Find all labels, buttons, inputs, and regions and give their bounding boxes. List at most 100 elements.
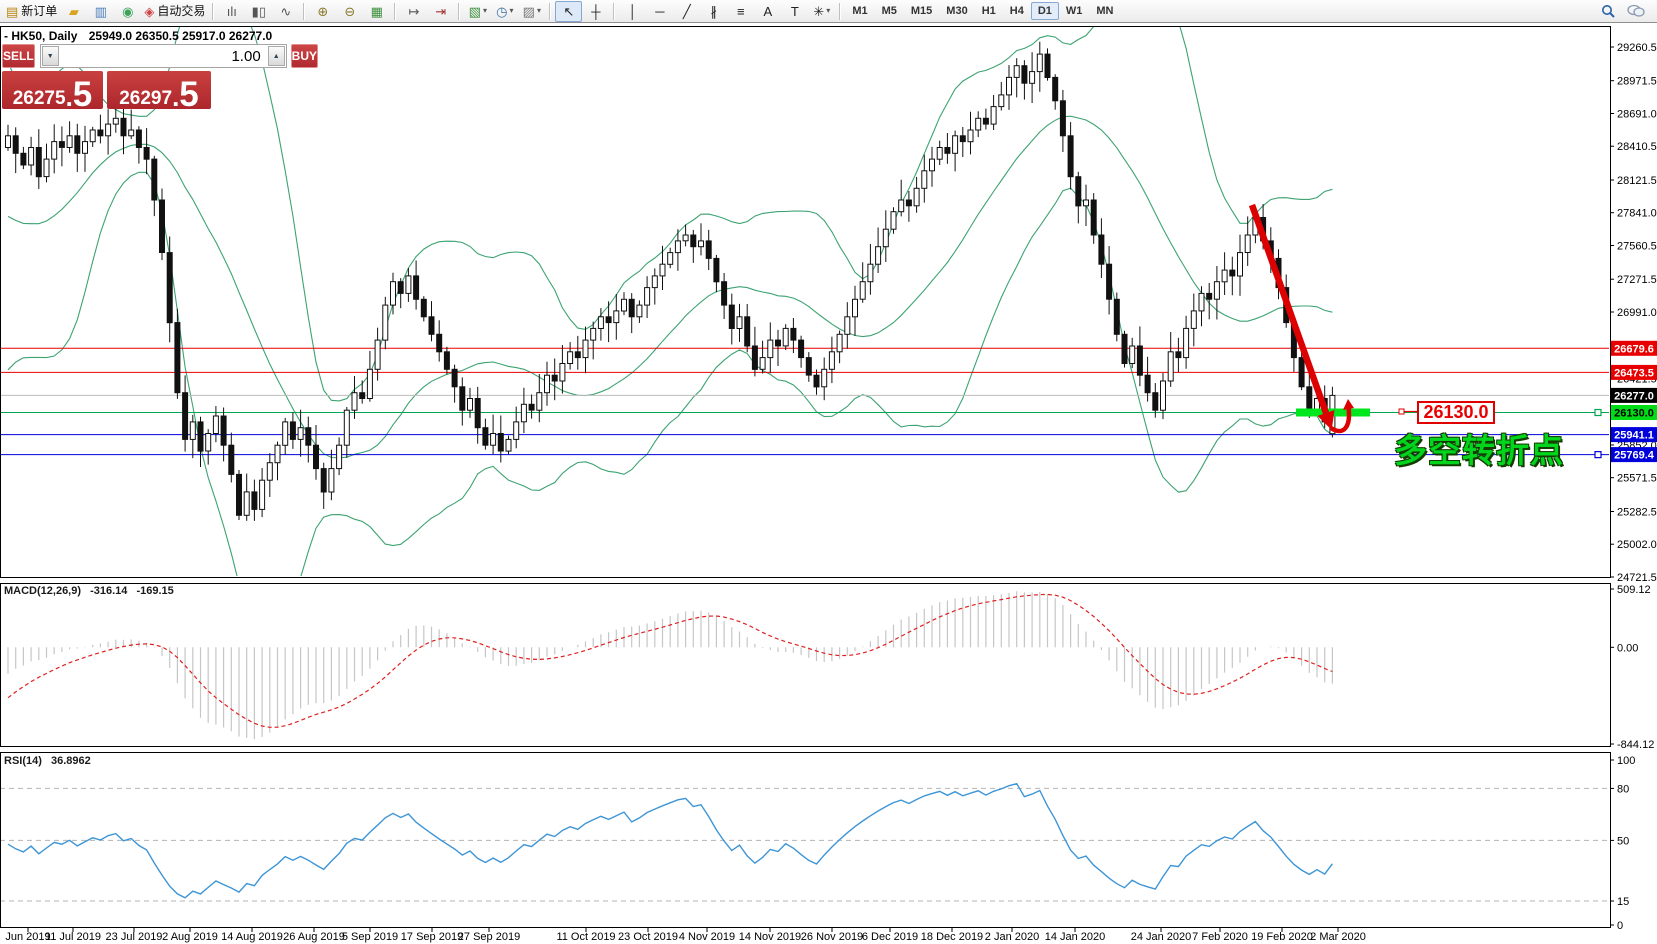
date-axis-label: 5 Sep 2019 [342,931,398,943]
auto-scroll-icon[interactable]: ↦ [400,1,427,22]
candle-body [1167,351,1174,382]
zoom-in-glyph: ⊕ [317,3,329,19]
sell-price-quote[interactable]: 26275. 5 [2,71,103,112]
zoom-in-icon[interactable]: ⊕ [309,1,336,22]
candle-body [559,363,566,382]
macd-pane-border[interactable] [0,583,1611,747]
candle-body [1113,298,1120,335]
candlestick-chart-icon[interactable]: ▮▯ [245,1,272,22]
profiles-icon[interactable]: ▥ [87,1,114,22]
volume-input[interactable] [59,45,267,67]
timeframe-m15[interactable]: M15 [910,5,933,17]
new-order-icon[interactable]: ▤ 新订单 [3,1,60,22]
price-flag-26130[interactable]: 26130.0 [1417,401,1495,424]
candle-body [528,403,535,411]
new-chart-icon[interactable]: ▧ ▾ [464,1,491,22]
candle-body [428,316,435,335]
candle-body [597,316,604,329]
fibonacci-icon[interactable]: ≡ [727,1,754,22]
date-axis-label: 23 Oct 2019 [618,931,678,943]
candle-body [1136,345,1143,376]
timeframe-m30[interactable]: M30 [946,5,968,17]
candle-body [913,187,920,207]
candle-body [266,462,273,481]
candle-body [182,392,189,440]
charts-icon[interactable]: ▰ [60,1,87,22]
trendline-icon[interactable]: ╱ [673,1,700,22]
date-axis-label: 2 Mar 2020 [1310,931,1366,943]
candle-body [1021,65,1028,84]
toolbar-separator [212,2,215,20]
bollinger-upper-band[interactable] [7,0,1333,402]
text-label-icon[interactable]: T [781,1,808,22]
turning-point-annotation[interactable]: 多空转折点 [1394,432,1564,469]
candle-body [135,129,142,148]
trend-arrow-shaft[interactable] [1248,203,1330,415]
vertical-line-icon[interactable]: │ [619,1,646,22]
candle-body [112,117,119,125]
line-chart-icon[interactable]: ∿ [272,1,299,22]
bar-chart-icon[interactable]: ılı [218,1,245,22]
text-icon[interactable]: A [754,1,781,22]
horizontal-line-icon[interactable]: ─ [646,1,673,22]
volume-increase-button[interactable]: ▲ [267,46,285,66]
bollinger-middle-band[interactable] [7,115,1333,459]
price-axis-label: 27841.0 [1617,208,1657,220]
timeframe-h4[interactable]: H4 [1009,5,1024,17]
new-chart-dropdown-arrow[interactable]: ▾ [482,6,487,15]
charts-glyph: ▰ [68,3,79,19]
price-badge-label: 26473.5 [1614,367,1654,379]
buy-button[interactable]: BUY [290,44,319,68]
search-icon[interactable] [1595,1,1622,22]
equidistant-channel-icon[interactable]: ∦ [700,1,727,22]
market-signal-glyph: ◉ [122,3,134,19]
zoom-out-icon[interactable]: ⊖ [336,1,363,22]
sell-button[interactable]: SELL [2,44,35,68]
arrows-dropdown-arrow[interactable]: ▾ [826,6,831,15]
date-axis-label: 11 Oct 2019 [556,931,615,943]
cursor-icon[interactable]: ↖ [555,0,583,22]
candle-body [867,263,874,283]
auto-trading-icon[interactable]: ◈ 自动交易 [141,1,208,22]
candle-body [105,123,112,137]
new-order-label: 新订单 [21,4,58,18]
periods-icon[interactable]: ◷ ▾ [491,1,518,22]
chart-shift-icon[interactable]: ⇥ [427,1,454,22]
candle-body [1206,292,1213,300]
rebound-hook-head [1343,399,1354,410]
chat-icon[interactable] [1622,1,1649,22]
timeframe-d1[interactable]: D1 [1030,2,1059,20]
candle-body [682,234,689,242]
macd-value: -316.14 [90,585,128,597]
sell-price-main: 26275 [12,88,66,109]
bollinger-lower-band[interactable] [7,171,1333,634]
cursor-glyph: ↖ [563,3,575,19]
templates-dropdown-arrow[interactable]: ▾ [536,6,541,15]
candle-body [1013,65,1020,78]
timeframe-h1[interactable]: H1 [981,5,996,17]
market-signal-icon[interactable]: ◉ [114,1,141,22]
candle-body [243,491,250,516]
timeframe-mn[interactable]: MN [1096,5,1114,17]
chart-shift-glyph: ⇥ [435,3,447,19]
tile-windows-icon[interactable]: ▦ [363,1,390,22]
hline-handle[interactable] [1594,451,1602,459]
candle-body [721,281,728,306]
periods-dropdown-arrow[interactable]: ▾ [509,6,514,15]
buy-price-quote[interactable]: 26297. 5 [107,71,211,112]
timeframe-m1[interactable]: M1 [852,5,868,17]
price-badge-26130.0 [1611,405,1657,420]
hline-handle[interactable] [1594,408,1602,417]
crosshair-icon[interactable]: ┼ [582,1,609,22]
templates-icon[interactable]: ▨ ▾ [518,1,545,22]
candle-body [929,158,935,172]
candle-body [259,479,266,510]
candle-body [690,234,697,248]
timeframe-m5[interactable]: M5 [881,5,897,17]
arrows-icon[interactable]: ✳ ▾ [808,1,835,22]
volume-decrease-button[interactable]: ▼ [41,46,59,66]
timeframe-w1[interactable]: W1 [1065,5,1083,17]
candle-body [875,246,882,265]
